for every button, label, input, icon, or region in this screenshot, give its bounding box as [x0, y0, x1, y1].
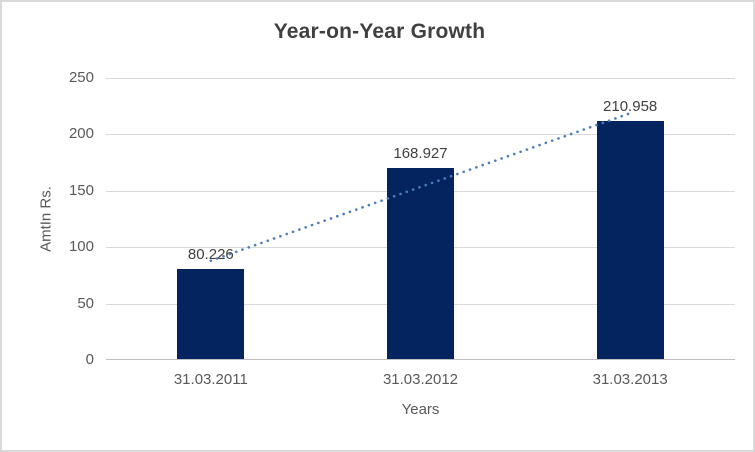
- y-tick-150: 150: [68, 181, 94, 199]
- y-tick-100: 100: [68, 238, 94, 256]
- x-axis-line: [106, 359, 735, 360]
- x-axis-title: Years: [401, 401, 440, 418]
- x-label-31.03.2011: 31.03.2011: [173, 371, 248, 388]
- chart-title: Year-on-Year Growth: [273, 20, 486, 43]
- gridline-250: [106, 78, 735, 79]
- data-label-31.03.2011: 80.226: [187, 245, 234, 263]
- y-tick-250: 250: [68, 69, 94, 86]
- y-tick-0: 0: [85, 351, 94, 368]
- bar-31.03.2011: [177, 268, 245, 359]
- gridline-200: [106, 134, 735, 136]
- data-label-31.03.2013: 210.958: [603, 98, 658, 116]
- y-tick-200: 200: [68, 125, 94, 143]
- plot-area: 80.226 168.927 210.958: [106, 78, 735, 360]
- x-label-31.03.2013: 31.03.2013: [592, 371, 668, 388]
- data-label-31.03.2012: 168.927: [393, 145, 448, 163]
- trendline: [209, 111, 632, 263]
- bar-31.03.2013: [596, 121, 664, 359]
- x-label-31.03.2012: 31.03.2012: [382, 371, 459, 388]
- bar-31.03.2012: [387, 168, 454, 359]
- y-tick-50: 50: [77, 294, 94, 312]
